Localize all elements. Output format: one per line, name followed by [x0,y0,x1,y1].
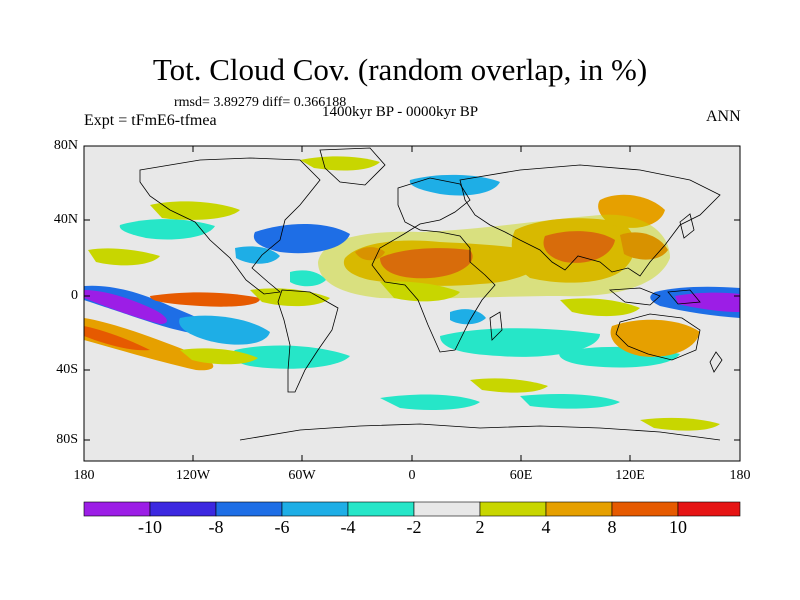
lon-tick-label: 60W [288,468,316,483]
lon-tick-label: 60E [509,468,533,483]
colorbar-bin [611,501,679,517]
lat-tick-label: 40N [53,212,78,227]
lon-tick-label: 180 [729,468,751,483]
lon-ticks [83,146,741,461]
lat-tick-label: 0 [71,288,78,303]
colorbar-label: 8 [607,517,617,537]
chart-title: Tot. Cloud Cov. (random overlap, in %) [152,52,648,87]
season-label: ANN [706,108,741,125]
colorbar-bin [83,501,151,517]
lat-tick-label: 80S [56,432,78,447]
experiment-label: Expt = tFmE6-tfmea [84,112,217,129]
stats-label: rmsd= 3.89279 diff= 0.366188 [174,95,347,110]
colorbar-bin [677,501,741,517]
lon-tick-label: 0 [408,468,416,483]
coastlines [139,147,723,441]
lat-ticks [84,145,740,441]
colorbar-label: 4 [541,517,551,537]
colorbar-bin [149,501,217,517]
colorbar [83,501,741,517]
colorbar-bin [215,501,283,517]
colorbar-bin [413,501,481,517]
lon-tick-label: 180 [73,468,95,483]
colorbar-bin [347,501,415,517]
colorbar-label: 2 [475,517,485,537]
colorbar-label: 10 [669,517,687,537]
lon-tick-label: 120W [175,468,211,483]
lon-tick-label: 120E [615,468,645,483]
anomaly-field [84,156,740,431]
period-label: 1400kyr BP - 0000kyr BP [322,104,479,120]
colorbar-label: -8 [208,517,224,537]
colorbar-label: -6 [274,517,290,537]
colorbar-bin [545,501,613,517]
lat-tick-label: 40S [56,362,78,377]
colorbar-label: -10 [138,517,162,537]
colorbar-bin [281,501,349,517]
colorbar-bin [479,501,547,517]
lat-tick-label: 80N [53,138,78,153]
colorbar-label: -2 [406,517,422,537]
colorbar-label: -4 [340,517,356,537]
